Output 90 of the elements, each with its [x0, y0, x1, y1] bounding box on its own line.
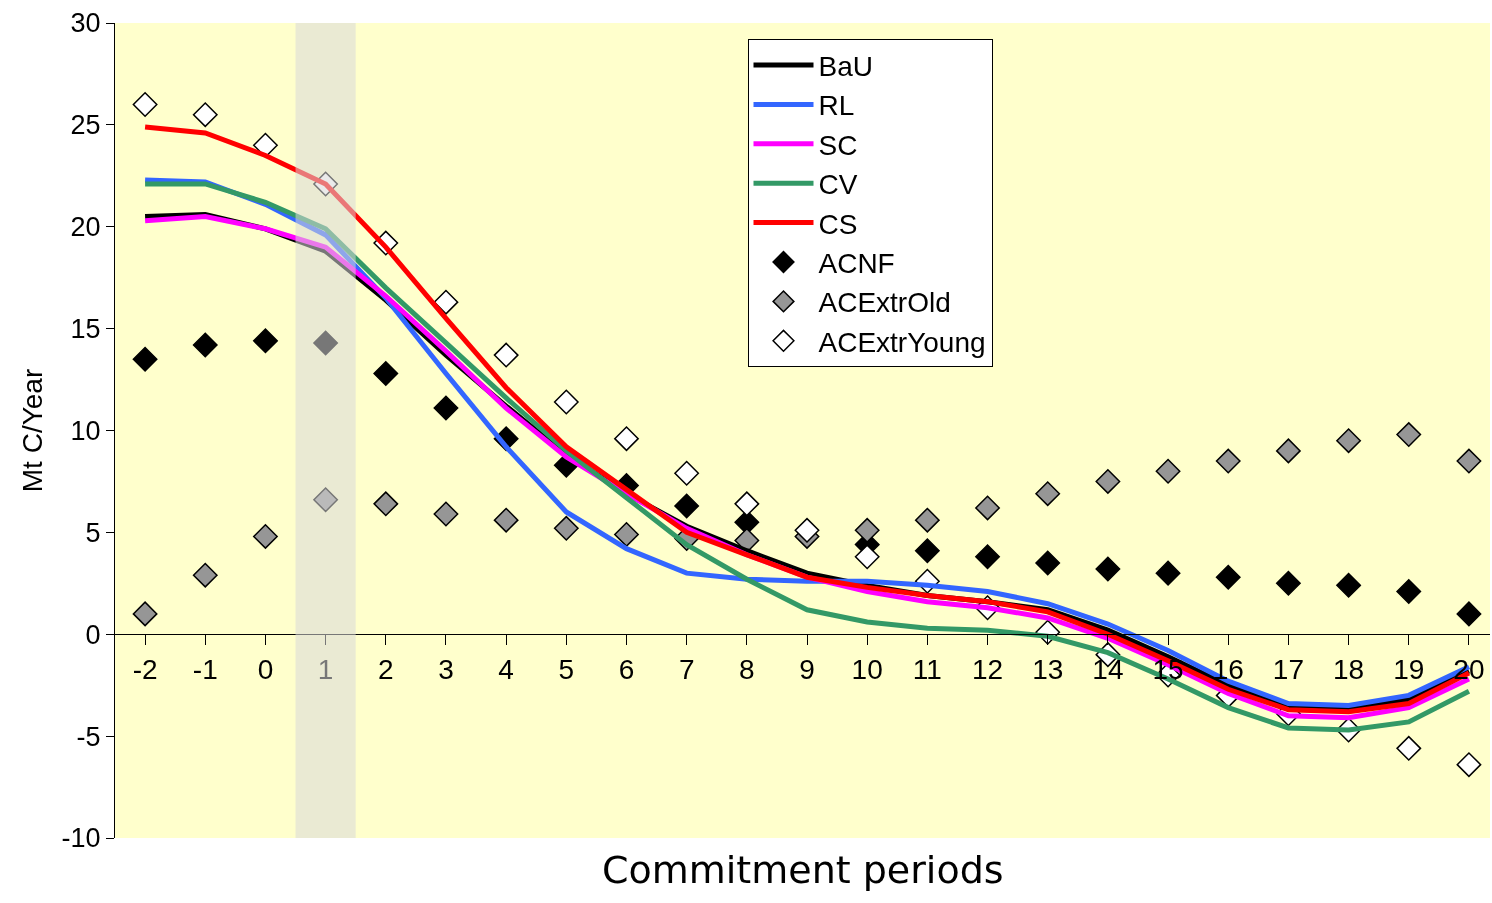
legend-label: ACNF: [818, 247, 895, 279]
point: [1456, 601, 1482, 627]
point: [1035, 550, 1061, 576]
x-tick-label: 4: [498, 653, 514, 685]
point: [674, 493, 700, 519]
x-axis-title: Commitment periods: [602, 848, 1004, 892]
point: [192, 332, 218, 358]
y-tick-label: 20: [70, 212, 101, 243]
point: [553, 389, 579, 415]
point: [1035, 481, 1061, 507]
point: [1456, 752, 1482, 778]
x-tick-label: 17: [1272, 653, 1304, 685]
point: [192, 102, 218, 128]
y-tick-label: 30: [70, 8, 101, 39]
legend-label: BaU: [818, 50, 873, 82]
point: [313, 330, 339, 356]
x-tick-label: 10: [851, 653, 883, 685]
y-tick-label: -5: [76, 721, 101, 752]
point: [373, 491, 399, 517]
x-tick-label: -2: [132, 653, 158, 685]
point: [553, 515, 579, 541]
point: [192, 562, 218, 588]
x-tick-label: 5: [558, 653, 575, 685]
point: [1155, 458, 1181, 484]
x-tick-label: -1: [192, 653, 218, 685]
point: [914, 538, 940, 564]
y-tick-label: 10: [70, 415, 101, 446]
point: [1215, 564, 1241, 590]
x-tick-label: 9: [799, 653, 815, 685]
y-tick-label: 15: [70, 314, 101, 345]
point: [433, 501, 459, 527]
point: [132, 601, 158, 627]
point: [614, 521, 639, 547]
point: [794, 517, 820, 543]
point: [1275, 438, 1301, 464]
point: [1456, 448, 1482, 474]
point: [1396, 422, 1422, 448]
point: [674, 460, 700, 486]
point: [614, 426, 639, 452]
x-tick-label: 14: [1092, 653, 1124, 685]
x-tick-label: 7: [678, 653, 695, 685]
legend-label: RL: [818, 90, 855, 122]
x-tick-label: 8: [739, 653, 755, 685]
legend-label: ACExtrOld: [818, 287, 951, 319]
x-tick-label: 19: [1393, 653, 1425, 685]
point: [1155, 560, 1181, 586]
x-tick-label: 0: [257, 653, 274, 685]
legend-label: CV: [818, 169, 858, 201]
point: [373, 361, 399, 386]
legend-label: SC: [818, 129, 858, 161]
y-tick-label: 25: [70, 110, 101, 141]
point: [252, 524, 278, 549]
point: [1396, 735, 1422, 761]
point: [493, 342, 519, 368]
legend-label: CS: [818, 208, 858, 240]
point: [854, 517, 880, 543]
x-tick-label: 12: [971, 653, 1004, 685]
point: [433, 395, 459, 421]
point: [914, 507, 940, 533]
y-tick-label: 0: [85, 619, 101, 650]
point: [1095, 468, 1121, 494]
point: [433, 289, 459, 315]
point: [313, 487, 339, 513]
point: [132, 92, 158, 117]
point: [252, 328, 278, 354]
point: [975, 495, 1000, 521]
point: [1336, 428, 1362, 454]
point: [132, 346, 158, 372]
point: [854, 544, 880, 570]
point: [1215, 448, 1241, 474]
x-tick-label: 13: [1032, 653, 1064, 685]
y-tick-label: -10: [61, 823, 101, 854]
point: [975, 544, 1000, 570]
x-tick-label: 11: [912, 653, 942, 685]
point: [734, 491, 760, 517]
x-tick-label: 3: [438, 653, 454, 685]
x-tick-label: 16: [1212, 653, 1244, 685]
y-tick-label: 5: [85, 517, 101, 548]
point: [1275, 570, 1301, 596]
x-tick-label: 20: [1453, 653, 1485, 685]
x-tick-label: 1: [317, 653, 334, 685]
x-tick-label: 6: [618, 653, 635, 685]
x-tick-label: 2: [378, 653, 394, 685]
y-axis-title: Mt C/Year: [17, 368, 49, 493]
legend-label: ACExtrYoung: [818, 326, 986, 358]
point: [1396, 579, 1422, 604]
x-tick-label: 18: [1333, 653, 1365, 685]
point: [1336, 572, 1362, 598]
point: [493, 507, 519, 533]
point: [1095, 556, 1121, 582]
